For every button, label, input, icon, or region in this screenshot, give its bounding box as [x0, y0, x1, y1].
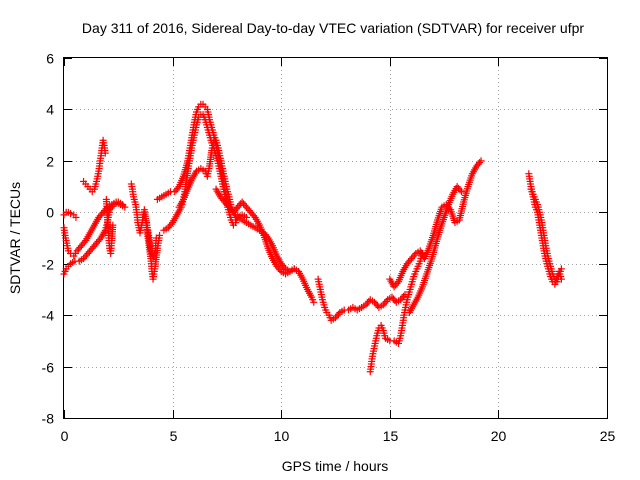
data-point: [457, 188, 465, 196]
series-arc-4: [80, 136, 109, 196]
y-axis-label: SDTVAR / TECUs: [7, 182, 23, 294]
x-tick-labels: 0 5 10 15 20 25: [61, 428, 616, 444]
x-tick-label: 15: [383, 428, 399, 444]
x-tick-label: 10: [274, 428, 290, 444]
x-axis-label: GPS time / hours: [282, 458, 389, 474]
y-tick-label: 4: [46, 102, 54, 118]
series-arc-7: [143, 219, 160, 263]
data-point: [101, 149, 109, 157]
data-point: [152, 234, 160, 242]
series-arc-15: [405, 183, 465, 317]
data-point: [95, 236, 103, 244]
series-arc-17: [527, 185, 565, 286]
y-tick-label: 0: [46, 205, 54, 221]
data-point: [290, 265, 298, 273]
series-arc-11: [212, 185, 298, 278]
data-point: [80, 238, 88, 246]
x-tick-label: 5: [170, 428, 178, 444]
series-arc-6: [127, 180, 164, 283]
data-point: [382, 297, 390, 305]
y-tick-label: 2: [46, 154, 54, 170]
data-point: [334, 310, 342, 318]
y-tick-label: -8: [42, 411, 55, 427]
data-point: [476, 159, 484, 167]
data-point: [174, 184, 182, 192]
y-tick-label: -2: [42, 257, 55, 273]
series-arc-3: [60, 208, 80, 221]
y-tick-label: -6: [42, 360, 55, 376]
data-point: [456, 186, 464, 194]
data-point: [280, 263, 288, 271]
data-point: [310, 298, 318, 306]
data-point: [477, 157, 485, 165]
series-arc-5: [102, 195, 117, 257]
data-point: [67, 210, 75, 218]
data-point: [557, 265, 565, 273]
data-point: [109, 221, 117, 229]
data-point: [410, 251, 418, 259]
data-point: [121, 203, 129, 211]
chart-title: Day 311 of 2016, Sidereal Day-to-day VTE…: [82, 20, 584, 36]
data-point: [400, 292, 408, 300]
data-point: [72, 213, 80, 221]
y-tick-labels: -8 -6 -4 -2 0 2 4 6: [42, 51, 55, 427]
series-arc-10: [175, 136, 318, 306]
series-arc-2: [60, 198, 129, 260]
series-arc-14: [386, 157, 485, 291]
data-point: [276, 266, 284, 274]
x-tick-label: 25: [600, 428, 616, 444]
grid: [64, 58, 607, 418]
x-tick-label: 20: [491, 428, 507, 444]
data-point: [250, 212, 258, 220]
data-point: [167, 220, 175, 228]
x-tick-label: 0: [61, 428, 69, 444]
y-tick-label: -4: [42, 308, 55, 324]
y-tick-label: 6: [46, 51, 54, 67]
data-point: [393, 279, 401, 287]
data-points: [60, 100, 565, 376]
